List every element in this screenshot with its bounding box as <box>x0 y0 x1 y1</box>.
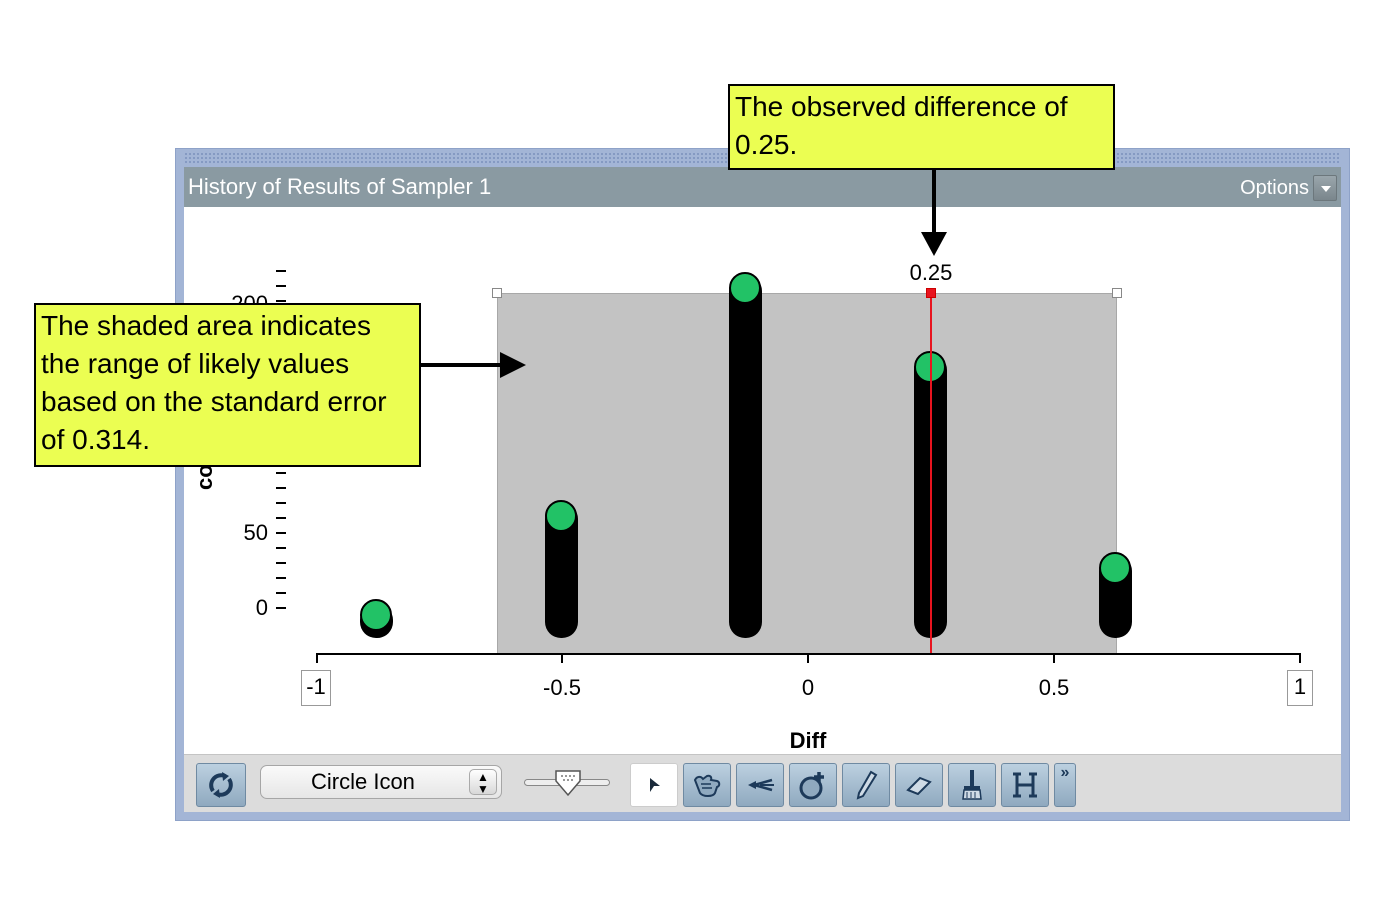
y-tick-label-0: 0 <box>255 595 268 620</box>
y-tick <box>276 532 286 534</box>
point-size-slider[interactable] <box>524 769 610 799</box>
add-point-tool[interactable] <box>789 763 837 807</box>
arrow-head-right-icon <box>500 352 526 378</box>
x-tick <box>807 653 809 663</box>
x-axis-label: Diff <box>789 728 827 753</box>
y-tick <box>276 487 286 489</box>
y-tick <box>276 592 286 594</box>
eraser-icon <box>906 776 932 796</box>
callout-arrow-right <box>421 363 507 367</box>
x-tick <box>1053 653 1055 663</box>
y-tick <box>276 607 286 609</box>
icon-type-select[interactable]: Circle Icon ▲ ▼ <box>260 765 502 799</box>
y-tick <box>276 300 286 302</box>
observed-value-handle[interactable] <box>926 288 936 298</box>
toolbar: Circle Icon ▲ ▼ <box>184 754 1341 812</box>
y-tick <box>276 577 286 579</box>
hand-tool[interactable] <box>683 763 731 807</box>
more-tools-icon: » <box>1060 764 1070 781</box>
x-tick-label: 0 <box>801 675 815 700</box>
select-stepper-icon: ▲ ▼ <box>469 769 497 795</box>
likely-range-shade[interactable] <box>497 293 1117 654</box>
refresh-icon <box>209 772 233 798</box>
eraser-tool[interactable] <box>895 763 943 807</box>
x-tick <box>1299 653 1301 663</box>
add-circle-icon <box>799 772 824 800</box>
observed-value-label: 0.25 <box>909 260 953 285</box>
y-tick <box>276 285 286 287</box>
x-tick-label: 0.5 <box>1038 675 1070 700</box>
brush-icon <box>962 770 982 800</box>
icon-type-value: Circle Icon <box>311 769 415 794</box>
range-left-handle[interactable] <box>492 288 502 298</box>
x-min-input[interactable]: -1 <box>301 670 331 706</box>
observed-value-line[interactable] <box>930 293 932 654</box>
x-max-input[interactable]: 1 <box>1287 670 1313 706</box>
y-tick-label-50: 50 <box>243 520 268 545</box>
window-title: History of Results of Sampler 1 <box>188 174 492 199</box>
dot-stack-top[interactable] <box>729 272 761 304</box>
options-label[interactable]: Options <box>1240 177 1309 199</box>
arrow-icon <box>650 778 660 792</box>
more-tools-button[interactable]: » <box>1054 763 1076 807</box>
brush-tool[interactable] <box>948 763 996 807</box>
lasso-icon <box>748 778 774 792</box>
hat-plot-tool[interactable] <box>1001 763 1049 807</box>
shaded-area-callout: The shaded area indicates the range of l… <box>34 303 421 467</box>
dot-stack-top[interactable] <box>545 500 577 532</box>
refresh-button[interactable] <box>196 763 246 807</box>
y-tick <box>276 547 286 549</box>
range-right-handle[interactable] <box>1112 288 1122 298</box>
observed-difference-callout: The observed difference of 0.25. <box>728 84 1115 170</box>
y-tick <box>276 562 286 564</box>
x-tick <box>561 653 563 663</box>
slider-thumb[interactable] <box>554 769 582 797</box>
y-tick <box>276 472 286 474</box>
options-dropdown-button[interactable] <box>1313 175 1337 201</box>
title-bar[interactable]: History of Results of Sampler 1 Options <box>184 167 1341 207</box>
dot-stack-bar <box>729 275 762 638</box>
arrow-head-down-icon <box>921 232 947 256</box>
pencil-tool[interactable] <box>842 763 890 807</box>
dot-stack-top[interactable] <box>1099 552 1131 584</box>
callout-arrow-down <box>932 170 936 240</box>
y-tick <box>276 270 286 272</box>
y-tick <box>276 502 286 504</box>
arrow-select-tool[interactable] <box>630 763 678 807</box>
y-tick <box>276 517 286 519</box>
x-tick-label: -0.5 <box>543 675 581 700</box>
dot-stack-top[interactable] <box>360 599 392 631</box>
lasso-tool[interactable] <box>736 763 784 807</box>
hat-plot-icon <box>1013 772 1037 798</box>
hand-icon <box>693 774 721 797</box>
x-tick <box>316 653 318 663</box>
pencil-icon <box>856 770 878 800</box>
